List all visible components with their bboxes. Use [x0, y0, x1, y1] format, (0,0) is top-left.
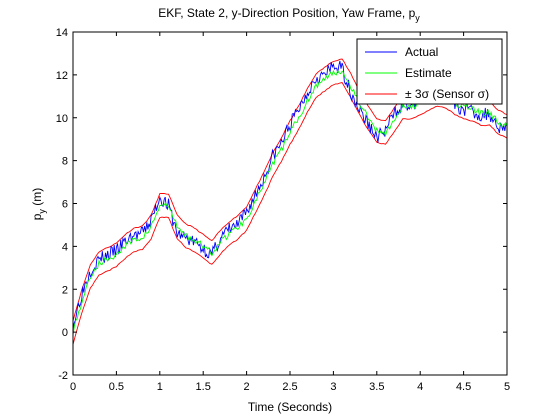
y-tick-label: 6 [62, 199, 68, 211]
y-tick-label: 8 [62, 156, 68, 168]
legend-label: ± 3σ (Sensor σ) [405, 87, 489, 101]
x-tick-label: 1 [157, 381, 163, 393]
x-tick-label: 0 [70, 381, 76, 393]
x-tick-label: 3.5 [369, 381, 384, 393]
x-tick-label: 2 [244, 381, 250, 393]
chart-title: EKF, State 2, y-Direction Position, Yaw … [158, 6, 420, 23]
x-axis-label: Time (Seconds) [248, 400, 332, 414]
y-tick-label: 10 [56, 113, 68, 125]
y-axis: -2 0 2 4 6 8 10 12 14 [56, 27, 507, 382]
x-axis: 0 0.5 1 1.5 2 2.5 3 3.5 4 4.5 5 [70, 32, 510, 393]
legend-label: Actual [405, 45, 438, 59]
legend-label: Estimate [405, 66, 452, 80]
x-tick-label: 5 [504, 381, 510, 393]
x-tick-label: 3 [330, 381, 336, 393]
legend-box [356, 38, 503, 105]
series-estimate-line [73, 69, 507, 336]
y-axis-label: py (m) [30, 188, 47, 221]
x-tick-label: 0.5 [109, 381, 124, 393]
x-tick-label: 1.5 [196, 381, 211, 393]
x-tick-label: 4 [417, 381, 423, 393]
legend: Actual Estimate ± 3σ (Sensor σ) [356, 38, 503, 105]
y-tick-label: 2 [62, 284, 68, 296]
x-tick-label: 2.5 [282, 381, 297, 393]
y-tick-label: 4 [62, 241, 68, 253]
y-tick-label: 0 [62, 327, 68, 339]
y-tick-label: 12 [56, 70, 68, 82]
y-tick-label: -2 [58, 370, 68, 382]
y-tick-label: 14 [56, 27, 68, 39]
series-bound-lower-line [73, 81, 507, 345]
x-tick-label: 4.5 [456, 381, 471, 393]
